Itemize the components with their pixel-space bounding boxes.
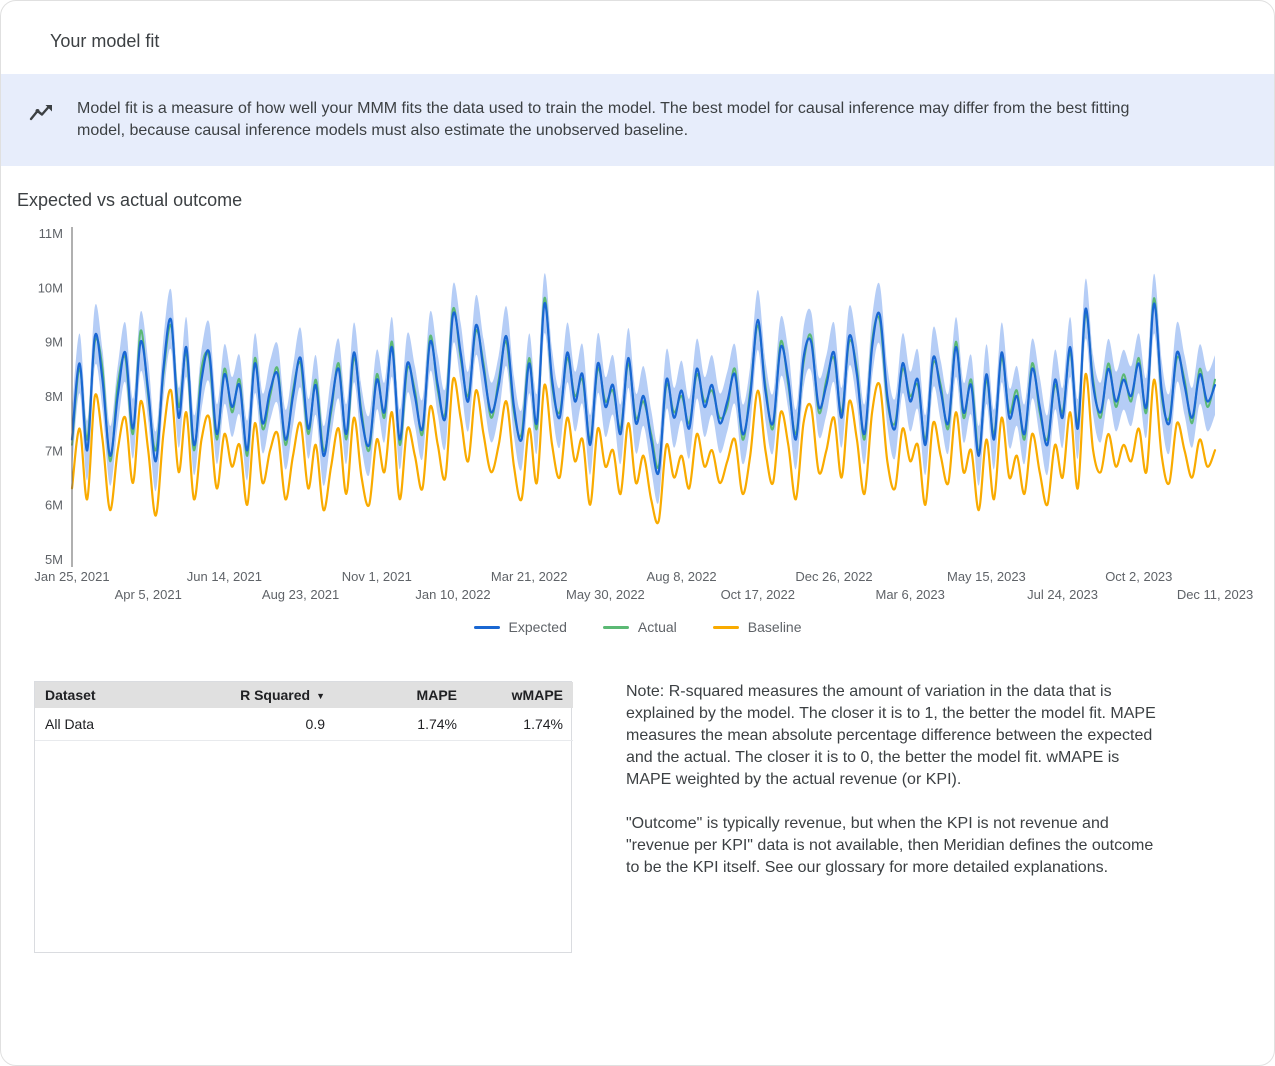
svg-text:Jun 14, 2021: Jun 14, 2021 [187, 569, 262, 584]
svg-text:10M: 10M [38, 280, 63, 295]
svg-text:Mar 6, 2023: Mar 6, 2023 [876, 587, 945, 602]
table-row: All Data 0.9 1.74% 1.74% [35, 708, 573, 741]
card-header: Your model fit [1, 1, 1274, 74]
header-mape: MAPE [335, 682, 467, 708]
svg-text:5M: 5M [45, 552, 63, 567]
explanatory-note: Note: R-squared measures the amount of v… [626, 681, 1166, 953]
page-title: Your model fit [50, 31, 160, 51]
legend-label-baseline: Baseline [747, 619, 802, 635]
metrics-table: Dataset R Squared ▼ MAPE wMAPE All Data 0… [34, 681, 573, 953]
legend-label-actual: Actual [637, 619, 677, 635]
svg-text:11M: 11M [39, 226, 63, 241]
note-paragraph-1: Note: R-squared measures the amount of v… [626, 683, 1156, 788]
svg-text:Nov 1, 2021: Nov 1, 2021 [342, 569, 412, 584]
svg-text:9M: 9M [45, 335, 63, 350]
svg-text:Apr 5, 2021: Apr 5, 2021 [115, 587, 182, 602]
bottom-section: Dataset R Squared ▼ MAPE wMAPE All Data 0… [34, 681, 1241, 953]
sort-descending-icon[interactable]: ▼ [316, 691, 325, 701]
svg-text:Jan 10, 2022: Jan 10, 2022 [415, 587, 490, 602]
cell-wmape: 1.74% [467, 708, 573, 741]
cell-r-squared: 0.9 [205, 708, 335, 741]
svg-text:6M: 6M [45, 498, 63, 513]
banner-text: Model fit is a measure of how well your … [77, 100, 1130, 139]
baseline-line-swatch [712, 625, 739, 629]
chart-section-title: Expected vs actual outcome [17, 190, 243, 210]
actual-line-swatch [602, 625, 629, 629]
svg-text:Jul 24, 2023: Jul 24, 2023 [1027, 587, 1098, 602]
svg-text:May 30, 2022: May 30, 2022 [566, 587, 645, 602]
svg-text:Aug 23, 2021: Aug 23, 2021 [262, 587, 339, 602]
note-paragraph-2: "Outcome" is typically revenue, but when… [626, 815, 1154, 876]
chart-legend: Expected Actual Baseline [17, 619, 1258, 635]
svg-text:Dec 26, 2022: Dec 26, 2022 [795, 569, 872, 584]
svg-text:Aug 8, 2022: Aug 8, 2022 [647, 569, 717, 584]
legend-label-expected: Expected [508, 619, 567, 635]
cell-dataset: All Data [35, 708, 205, 741]
svg-text:Mar 21, 2022: Mar 21, 2022 [491, 569, 568, 584]
svg-text:Dec 11, 2023: Dec 11, 2023 [1177, 587, 1253, 602]
model-fit-chart: 5M 6M 7M 8M 9M 10M 11M Jan 25, 2021 Apr 5, 2021 J… [1, 219, 1274, 635]
table-header-row: Dataset R Squared ▼ MAPE wMAPE [35, 682, 573, 708]
expected-line-swatch [473, 625, 500, 629]
model-fit-chart-svg: 5M 6M 7M 8M 9M 10M 11M Jan 25, 2021 Apr 5, 2021 J… [34, 226, 1253, 602]
svg-text:Oct 2, 2023: Oct 2, 2023 [1105, 569, 1172, 584]
header-wmape: wMAPE [467, 682, 573, 708]
trend-icon [28, 100, 55, 131]
header-r-squared[interactable]: R Squared ▼ [205, 682, 335, 708]
legend-item-baseline: Baseline [712, 619, 802, 635]
legend-item-expected: Expected [473, 619, 567, 635]
svg-text:8M: 8M [45, 389, 63, 404]
svg-text:Oct 17, 2022: Oct 17, 2022 [721, 587, 795, 602]
info-banner: Model fit is a measure of how well your … [1, 74, 1274, 166]
svg-text:May 15, 2023: May 15, 2023 [947, 569, 1026, 584]
svg-text:7M: 7M [45, 443, 63, 458]
legend-item-actual: Actual [602, 619, 677, 635]
cell-mape: 1.74% [335, 708, 467, 741]
header-dataset: Dataset [35, 682, 205, 708]
svg-text:Jan 25, 2021: Jan 25, 2021 [34, 569, 109, 584]
